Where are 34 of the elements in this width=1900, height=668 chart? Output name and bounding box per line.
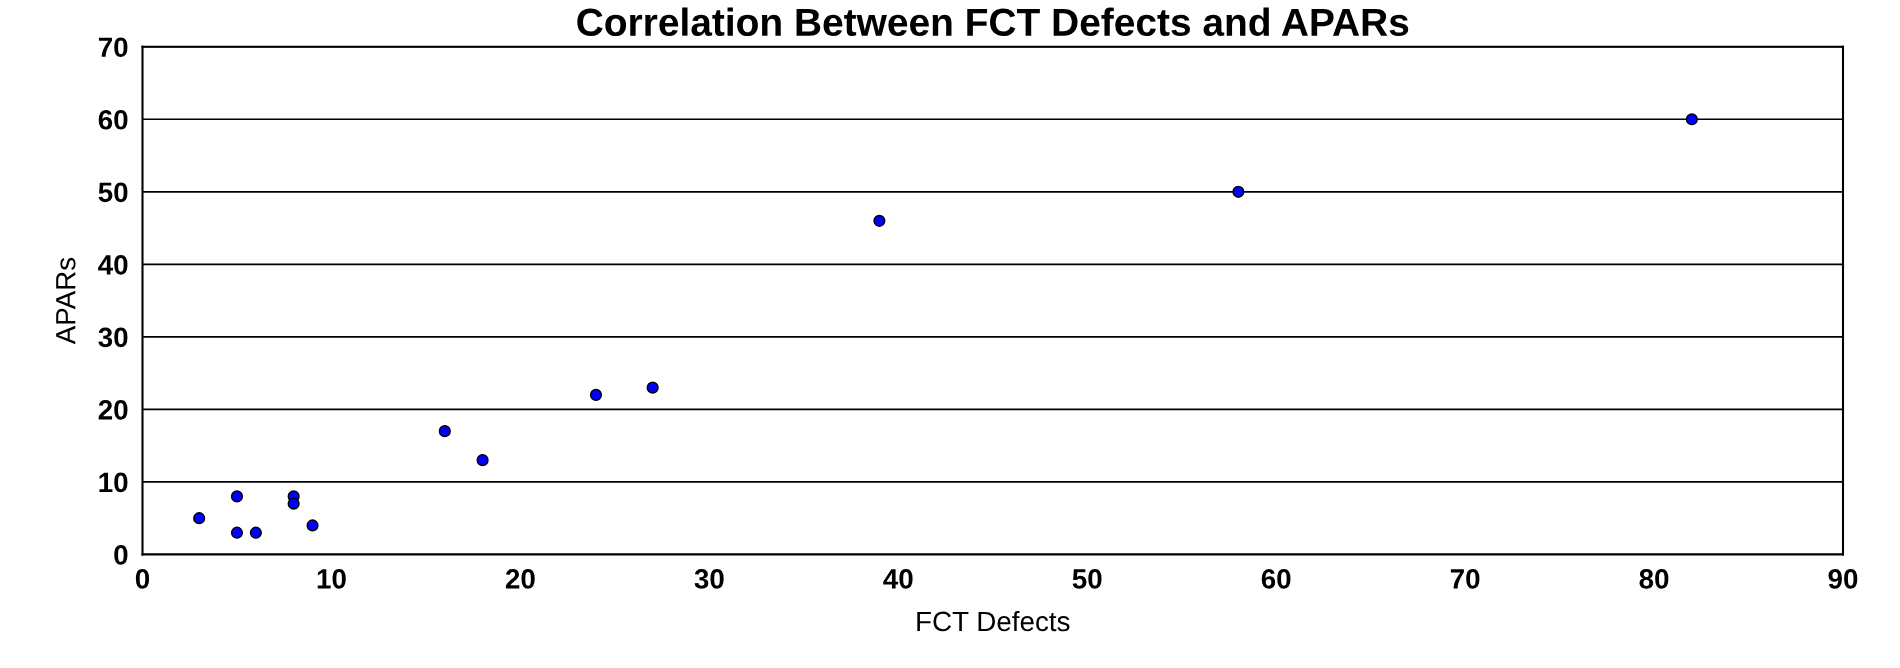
y-tick-label: 30 xyxy=(98,327,128,348)
x-tick-label: 10 xyxy=(317,569,346,589)
point xyxy=(249,526,262,539)
x-tick-label: 40 xyxy=(883,569,913,589)
x-tick-label: 80 xyxy=(1639,569,1669,589)
x-tick-label: 50 xyxy=(1072,569,1102,589)
point xyxy=(646,381,659,394)
point xyxy=(287,497,300,510)
point xyxy=(589,388,603,401)
point xyxy=(476,454,489,467)
point xyxy=(230,526,244,539)
point xyxy=(193,512,206,525)
point xyxy=(230,490,244,503)
point xyxy=(1232,185,1245,198)
point xyxy=(873,214,886,227)
y-tick-label: 0 xyxy=(114,545,128,565)
chart-title: Correlation Between FCT Defects and APARs xyxy=(577,7,1409,37)
x-tick-label: 90 xyxy=(1828,569,1858,589)
x-tick-label: 0 xyxy=(135,569,150,589)
point xyxy=(306,519,319,532)
y-tick-label: 20 xyxy=(98,400,128,420)
y-tick-label: 60 xyxy=(98,109,128,130)
y-axis-title: APARs xyxy=(56,257,76,345)
x-tick-label: 20 xyxy=(505,569,535,589)
x-tick-label: 30 xyxy=(694,569,724,589)
point xyxy=(438,425,451,438)
y-tick-label: 10 xyxy=(99,472,128,493)
y-tick-label: 70 xyxy=(98,37,128,58)
y-tick-label: 50 xyxy=(98,182,128,203)
point xyxy=(1685,113,1698,126)
y-tick-label: 40 xyxy=(98,255,128,275)
x-axis-title: FCT Defects xyxy=(917,610,1070,632)
x-tick-label: 70 xyxy=(1450,569,1480,589)
x-tick-label: 60 xyxy=(1261,569,1291,589)
